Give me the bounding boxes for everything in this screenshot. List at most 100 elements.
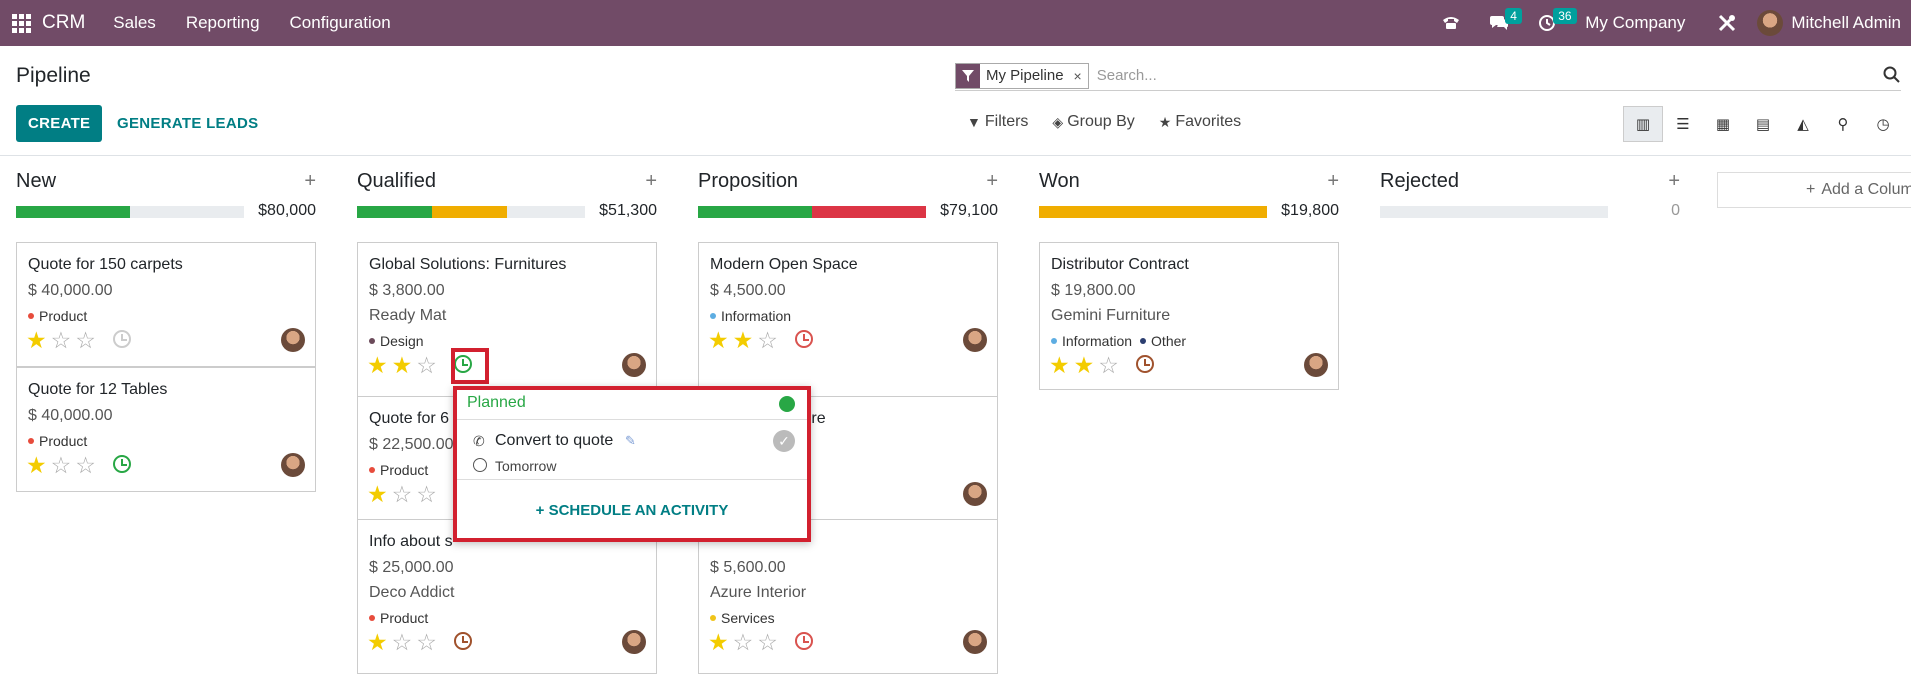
mark-done-icon[interactable]: ✓: [773, 430, 795, 452]
star-icon[interactable]: ☆: [732, 629, 754, 655]
star-icon[interactable]: ★: [26, 327, 47, 353]
search-bar[interactable]: My Pipeline × Search...: [955, 61, 1901, 91]
lead-card[interactable]: Modern Open Space $ 4,500.00 Information ★ ★…: [698, 242, 998, 397]
salesperson-avatar[interactable]: [622, 630, 646, 654]
map-view-icon[interactable]: ⚲: [1837, 116, 1849, 133]
column-title[interactable]: Qualified: [357, 170, 436, 192]
star-icon[interactable]: ★: [391, 352, 413, 378]
column-progress-bar[interactable]: [1039, 206, 1267, 218]
activity-clock-icon[interactable]: [113, 455, 131, 473]
salesperson-avatar[interactable]: [281, 453, 305, 477]
salesperson-avatar[interactable]: [963, 482, 987, 506]
company-switcher[interactable]: My Company: [1585, 13, 1686, 32]
star-icon[interactable]: ★: [367, 629, 388, 655]
highlighted-activity-icon[interactable]: [451, 348, 489, 384]
star-icon[interactable]: ★: [367, 352, 388, 378]
priority-stars[interactable]: ★ ☆ ☆: [708, 630, 782, 654]
column-progress-bar[interactable]: [16, 206, 244, 218]
star-icon[interactable]: ☆: [757, 629, 778, 655]
activity-clock-icon[interactable]: [795, 632, 813, 650]
add-column-button[interactable]: + Add a Column: [1717, 172, 1911, 208]
star-icon[interactable]: ☆: [75, 327, 96, 353]
quick-create-icon[interactable]: +: [304, 170, 316, 192]
list-view-icon[interactable]: ☰: [1676, 116, 1690, 133]
lead-card[interactable]: Quote for 12 Tables $ 40,000.00 Product ★ ☆ ☆: [16, 367, 316, 492]
salesperson-avatar[interactable]: [281, 328, 305, 352]
kanban-view-icon[interactable]: ▥: [1623, 106, 1663, 142]
chat-icon[interactable]: 4: [1481, 0, 1522, 46]
search-input[interactable]: Search...: [1096, 67, 1157, 84]
activity-clock-icon[interactable]: [1136, 355, 1154, 373]
column-title[interactable]: Rejected: [1380, 170, 1459, 192]
graph-view-icon[interactable]: ◭: [1797, 116, 1809, 133]
lead-card[interactable]: $ 5,600.00 Azure Interior Services ★ ☆ ☆: [698, 519, 998, 674]
activity-clock-icon[interactable]: [454, 632, 472, 650]
star-icon[interactable]: ☆: [416, 629, 437, 655]
phone-icon[interactable]: [1433, 0, 1469, 46]
priority-stars[interactable]: ★ ☆ ☆: [26, 328, 100, 352]
tools-icon[interactable]: [1709, 0, 1745, 46]
star-icon[interactable]: ★: [732, 327, 754, 353]
salesperson-avatar[interactable]: [1304, 353, 1328, 377]
salesperson-avatar[interactable]: [963, 328, 987, 352]
priority-stars[interactable]: ★ ★ ☆: [1049, 353, 1123, 377]
progress-segment[interactable]: [698, 206, 812, 218]
salesperson-avatar[interactable]: [622, 353, 646, 377]
quick-create-icon[interactable]: +: [986, 170, 998, 192]
star-icon[interactable]: ☆: [391, 481, 413, 507]
star-icon[interactable]: ★: [1049, 352, 1070, 378]
column-progress-bar[interactable]: [357, 206, 585, 218]
menu-sales[interactable]: Sales: [113, 13, 156, 32]
progress-segment[interactable]: [1039, 206, 1267, 218]
star-icon[interactable]: ☆: [391, 629, 413, 655]
create-button[interactable]: CREATE: [16, 105, 103, 142]
menu-configuration[interactable]: Configuration: [289, 13, 391, 32]
progress-segment[interactable]: [16, 206, 130, 218]
groupby-dropdown[interactable]: ◈ Group By: [1052, 113, 1134, 131]
quick-create-icon[interactable]: +: [1668, 170, 1680, 192]
activity-clock-icon[interactable]: 36: [1529, 0, 1577, 46]
column-title[interactable]: Won: [1039, 170, 1080, 192]
column-progress-bar[interactable]: [698, 206, 926, 218]
star-icon[interactable]: ☆: [416, 481, 437, 507]
lead-card[interactable]: Global Solutions: Furnitures $ 3,800.00 Re…: [357, 242, 657, 397]
schedule-activity-button[interactable]: + SCHEDULE AN ACTIVITY: [457, 502, 807, 519]
star-icon[interactable]: ☆: [757, 327, 778, 353]
progress-segment[interactable]: [432, 206, 508, 218]
facet-remove-button[interactable]: ×: [1073, 67, 1082, 84]
star-icon[interactable]: ☆: [50, 452, 72, 478]
priority-stars[interactable]: ★ ★ ☆: [367, 353, 441, 377]
calendar-view-icon[interactable]: ▦: [1715, 116, 1731, 133]
star-icon[interactable]: ☆: [1098, 352, 1119, 378]
lead-card[interactable]: Quote for 150 carpets $ 40,000.00 Product ★…: [16, 242, 316, 367]
star-icon[interactable]: ☆: [416, 352, 437, 378]
app-menu-button[interactable]: [0, 0, 42, 46]
activity-clock-icon[interactable]: [795, 330, 813, 348]
activity-item[interactable]: ✆ Convert to quote ✎ Tomorrow ✓: [457, 420, 807, 480]
user-menu[interactable]: Mitchell Admin: [1757, 10, 1901, 36]
progress-segment[interactable]: [357, 206, 433, 218]
pivot-view-icon[interactable]: ▤: [1755, 116, 1771, 133]
priority-stars[interactable]: ★ ★ ☆: [708, 328, 782, 352]
column-progress-bar[interactable]: [1380, 206, 1608, 218]
search-facet[interactable]: My Pipeline ×: [955, 62, 1089, 89]
lead-card[interactable]: Distributor Contract $ 19,800.00 Gemini Fu…: [1039, 242, 1339, 390]
column-title[interactable]: Proposition: [698, 170, 799, 192]
app-brand[interactable]: CRM: [42, 12, 86, 33]
salesperson-avatar[interactable]: [963, 630, 987, 654]
star-icon[interactable]: ★: [708, 629, 729, 655]
priority-stars[interactable]: ★ ☆ ☆: [26, 453, 100, 477]
activity-view-icon[interactable]: ◷: [1876, 116, 1890, 133]
priority-stars[interactable]: ★ ☆ ☆: [367, 630, 441, 654]
star-icon[interactable]: ★: [26, 452, 47, 478]
priority-stars[interactable]: ★ ☆ ☆: [367, 482, 441, 506]
quick-create-icon[interactable]: +: [645, 170, 657, 192]
activity-clock-icon[interactable]: [113, 330, 131, 348]
generate-leads-button[interactable]: GENERATE LEADS: [117, 115, 259, 132]
star-icon[interactable]: ☆: [50, 327, 72, 353]
menu-reporting[interactable]: Reporting: [185, 13, 260, 32]
edit-pencil-icon[interactable]: ✎: [625, 433, 636, 448]
filters-dropdown[interactable]: ▼ Filters: [967, 113, 1028, 131]
star-icon[interactable]: ★: [708, 327, 729, 353]
lead-card[interactable]: Info about s $ 25,000.00 Deco Addict Produc…: [357, 519, 657, 674]
